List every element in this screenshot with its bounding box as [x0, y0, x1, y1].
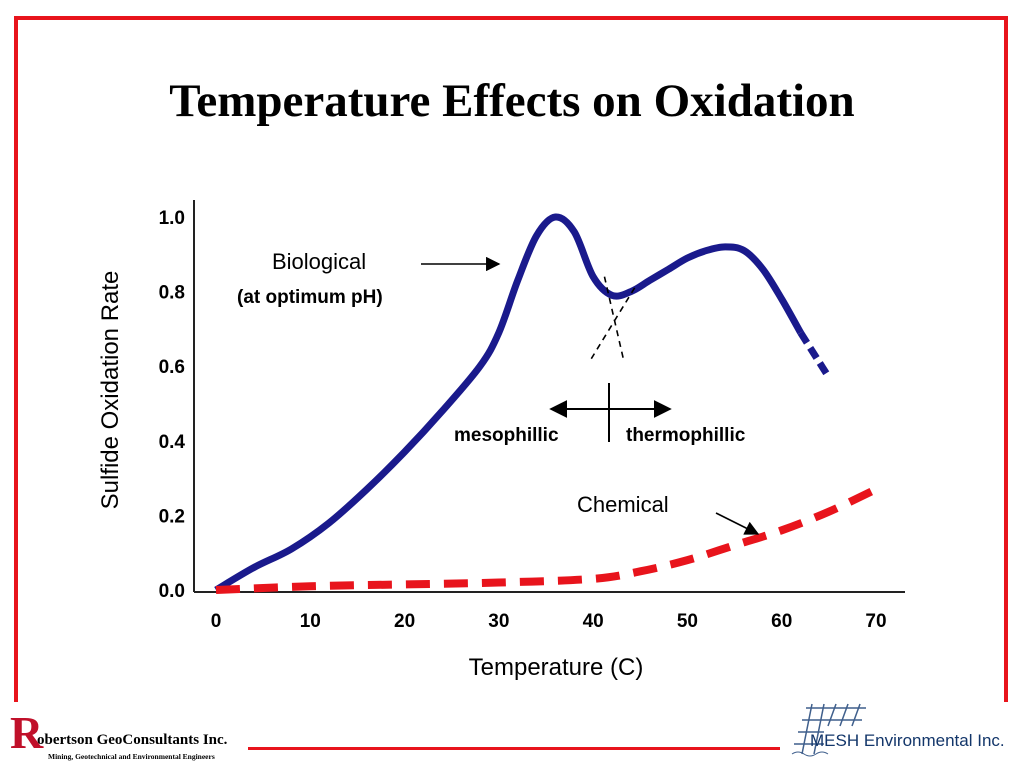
x-tick-label: 50 [677, 611, 698, 632]
y-tick-label: 0.6 [159, 357, 185, 378]
x-tick-label: 10 [300, 611, 321, 632]
x-tick-label: 0 [211, 611, 222, 632]
biological-label: Biological [272, 249, 366, 274]
series-line-thermophillic-extension [590, 287, 636, 360]
chemical-label: Chemical [577, 492, 669, 517]
slide-frame-right [1004, 16, 1008, 702]
robertson-logo-name: obertson GeoConsultants Inc. [37, 732, 228, 748]
y-tick-label: 0.4 [159, 432, 186, 453]
x-tick-label: 20 [394, 611, 415, 632]
x-tick-label: 60 [771, 611, 792, 632]
chemical-arrow [715, 512, 760, 535]
x-axis-title: Temperature (C) [469, 654, 644, 681]
series-line-biological [214, 213, 804, 594]
x-tick-label: 40 [583, 611, 604, 632]
y-tick-labels: 0.0 0.2 0.4 0.6 0.8 1.0 [159, 208, 186, 602]
robertson-logo-tagline: Mining, Geotechnical and Environmental E… [48, 752, 215, 761]
series-line-chemical [215, 485, 878, 594]
series-layer [214, 213, 878, 594]
x-tick-label: 70 [865, 611, 886, 632]
footer-rule [248, 747, 780, 750]
y-tick-label: 0.2 [159, 506, 185, 527]
y-axis-title: Sulfide Oxidation Rate [97, 271, 124, 510]
mesh-grid-icon [791, 703, 866, 757]
y-tick-label: 1.0 [159, 208, 185, 229]
mesophillic-label: mesophillic [454, 425, 559, 446]
robertson-logo: R obertson GeoConsultants Inc. Mining, G… [4, 708, 254, 764]
mesh-logo-name: MESH Environmental Inc. [810, 731, 1005, 750]
series-line-biological-extrapolated [797, 330, 832, 380]
y-tick-label: 0.0 [159, 581, 185, 602]
slide-frame-top [14, 16, 1008, 20]
thermophillic-label: thermophillic [626, 425, 746, 446]
slide-title: Temperature Effects on Oxidation [169, 75, 855, 127]
biological-sublabel: (at optimum pH) [237, 287, 383, 308]
x-tick-labels: 0 10 20 30 40 50 60 70 [211, 611, 887, 632]
y-tick-label: 0.8 [159, 283, 185, 304]
slide-frame-left [14, 16, 18, 702]
mesh-logo: MESH Environmental Inc. [784, 700, 1020, 764]
x-tick-label: 30 [488, 611, 509, 632]
robertson-logo-initial: R [10, 707, 44, 758]
series-line-mesophillic-extension [603, 276, 625, 359]
